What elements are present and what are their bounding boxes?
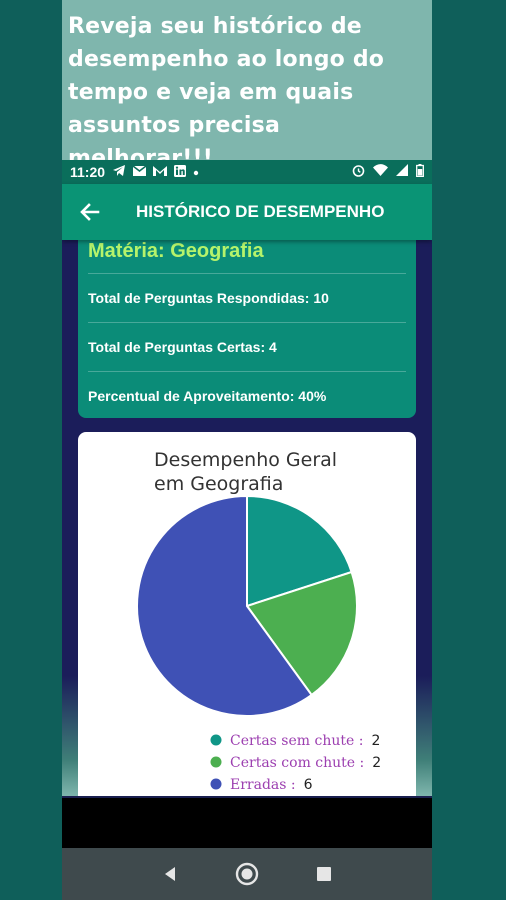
legend-label-3: Erradas : [230, 777, 296, 793]
promo-text: Reveja seu histórico de desempenho ao lo… [68, 14, 385, 171]
chart-card: Desempenho Geral em Geografia Certas sem… [78, 432, 416, 796]
legend-label-2: Certas com chute : [230, 755, 364, 771]
arrow-back-icon [80, 203, 100, 221]
total-answered: Total de Perguntas Respondidas: 10 [88, 274, 406, 323]
gmail-icon [153, 165, 168, 179]
status-time: 11:20 [70, 164, 106, 180]
pie-slice-2 [245, 570, 358, 697]
wifi-icon [373, 164, 388, 180]
battery-icon [416, 164, 424, 180]
legend-marker-2 [210, 756, 222, 768]
subject-title: Matéria: Geografia [88, 240, 406, 274]
legend-marker-3 [210, 778, 222, 790]
dot-icon [193, 165, 199, 179]
telegram-icon [113, 164, 126, 180]
phone-screen: 11:20 [62, 160, 432, 900]
chart-title-line-2: em Geografia [154, 473, 283, 495]
nav-home-button[interactable] [232, 859, 262, 889]
summary-card: Matéria: Geografia Total de Perguntas Re… [78, 240, 416, 418]
nav-recents-button[interactable] [309, 859, 339, 889]
content-scroll[interactable]: Matéria: Geografia Total de Perguntas Re… [62, 240, 432, 796]
chart-title-line-1: Desempenho Geral [154, 449, 337, 471]
pie-slice-3 [136, 494, 314, 717]
legend-marker-1 [210, 734, 222, 746]
status-icons-right [352, 164, 424, 180]
linkedin-icon [174, 164, 187, 180]
percent-score: Percentual de Aproveitamento: 40% [88, 388, 327, 404]
recents-square-icon [316, 867, 331, 881]
promo-header: Reveja seu histórico de desempenho ao lo… [62, 0, 432, 171]
pie-chart: Desempenho Geral em Geografia Certas sem… [136, 449, 381, 793]
total-correct: Total de Perguntas Certas: 4 [88, 323, 406, 372]
back-button[interactable] [62, 184, 118, 240]
signal-icon [396, 164, 408, 180]
system-nav-bar [62, 848, 432, 900]
status-bar: 11:20 [62, 160, 432, 184]
pie-slice-1 [246, 494, 353, 608]
keyboard-area [62, 798, 432, 848]
legend-value-3: 6 [304, 777, 313, 793]
legend-label-1: Certas sem chute : [230, 733, 363, 749]
legend-value-1: 2 [371, 733, 380, 749]
alarm-icon [352, 164, 365, 180]
back-triangle-icon [165, 867, 176, 881]
home-circle-icon [235, 862, 259, 886]
mail-icon [132, 165, 147, 179]
app-bar: HISTÓRICO DE DESEMPENHO [62, 184, 432, 240]
legend-value-2: 2 [372, 755, 381, 771]
page-title: HISTÓRICO DE DESEMPENHO [136, 202, 385, 221]
nav-back-button[interactable] [155, 859, 185, 889]
